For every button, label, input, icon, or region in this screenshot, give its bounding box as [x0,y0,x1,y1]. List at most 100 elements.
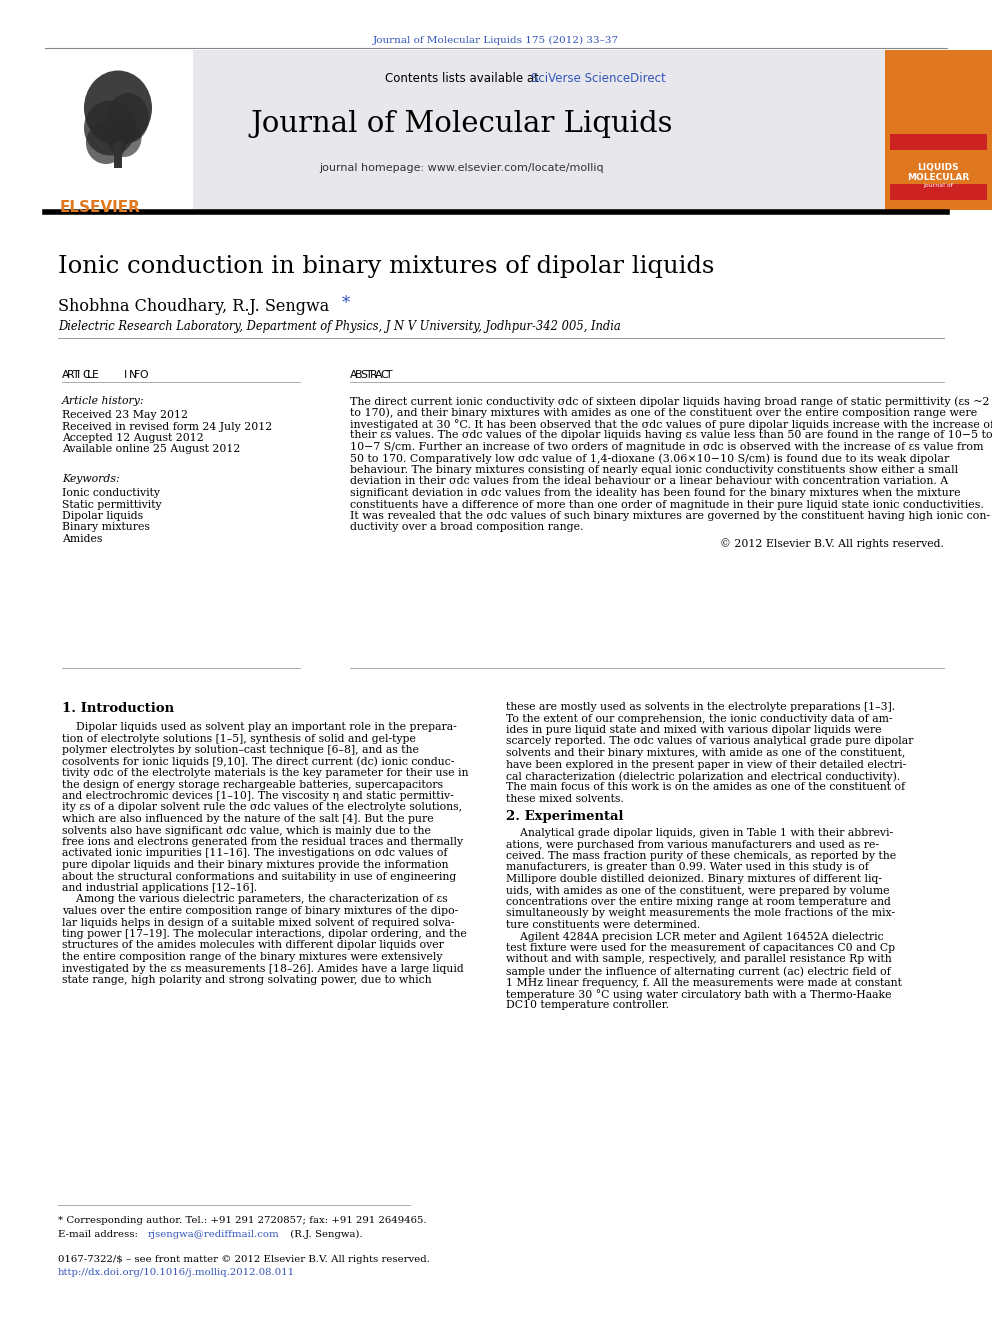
Text: C: C [380,370,388,380]
Text: N: N [129,370,137,380]
Text: Dipolar liquids used as solvent play an important role in the prepara-: Dipolar liquids used as solvent play an … [62,722,456,732]
Text: E-mail address:: E-mail address: [58,1230,141,1240]
Text: tivity σdc of the electrolyte materials is the key parameter for their use in: tivity σdc of the electrolyte materials … [62,767,468,778]
Text: Journal of: Journal of [924,183,953,188]
Text: concentrations over the entire mixing range at room temperature and: concentrations over the entire mixing ra… [506,897,891,908]
Text: constituents have a difference of more than one order of magnitude in their pure: constituents have a difference of more t… [350,500,984,509]
Text: The main focus of this work is on the amides as one of the constituent of: The main focus of this work is on the am… [506,782,905,792]
Text: MOLECULAR: MOLECULAR [907,173,969,183]
Text: scarcely reported. The σdc values of various analytical grade pure dipolar: scarcely reported. The σdc values of var… [506,737,914,746]
Text: investigated at 30 °C. It has been observed that the σdc values of pure dipolar : investigated at 30 °C. It has been obser… [350,419,992,430]
Text: C: C [82,370,89,380]
Text: ceived. The mass fraction purity of these chemicals, as reported by the: ceived. The mass fraction purity of thes… [506,851,896,861]
Text: Dielectric Research Laboratory, Department of Physics, J N V University, Jodhpur: Dielectric Research Laboratory, Departme… [58,320,621,333]
Text: behaviour. The binary mixtures consisting of nearly equal ionic conductivity con: behaviour. The binary mixtures consistin… [350,464,958,475]
Text: and electrochromic devices [1–10]. The viscosity η and static permittiv-: and electrochromic devices [1–10]. The v… [62,791,453,800]
Text: structures of the amides molecules with different dipolar liquids over: structures of the amides molecules with … [62,941,443,950]
Text: * Corresponding author. Tel.: +91 291 2720857; fax: +91 291 2649465.: * Corresponding author. Tel.: +91 291 27… [58,1216,427,1225]
Text: cosolvents for ionic liquids [9,10]. The direct current (dc) ionic conduc-: cosolvents for ionic liquids [9,10]. The… [62,757,454,767]
Text: investigated by the εs measurements [18–26]. Amides have a large liquid: investigated by the εs measurements [18–… [62,963,463,974]
Text: pure dipolar liquids and their binary mixtures provide the information: pure dipolar liquids and their binary mi… [62,860,448,871]
Text: L: L [87,370,93,380]
Text: O: O [139,370,148,380]
Text: B: B [355,370,362,380]
Text: SciVerse ScienceDirect: SciVerse ScienceDirect [531,71,666,85]
Text: R: R [67,370,74,380]
Text: Keywords:: Keywords: [62,474,120,484]
Text: LIQUIDS: LIQUIDS [918,163,959,172]
Text: Analytical grade dipolar liquids, given in Table 1 with their abbrevi-: Analytical grade dipolar liquids, given … [506,828,893,837]
Text: 0167-7322/$ – see front matter © 2012 Elsevier B.V. All rights reserved.: 0167-7322/$ – see front matter © 2012 El… [58,1256,430,1263]
Text: Accepted 12 August 2012: Accepted 12 August 2012 [62,433,203,443]
Text: cal characterization (dielectric polarization and electrical conductivity).: cal characterization (dielectric polariz… [506,771,901,782]
Text: R: R [370,370,378,380]
Text: values over the entire composition range of binary mixtures of the dipo-: values over the entire composition range… [62,906,458,916]
Text: ture constituents were determined.: ture constituents were determined. [506,919,700,930]
Text: Static permittivity: Static permittivity [62,500,162,509]
Text: rjsengwa@rediffmail.com: rjsengwa@rediffmail.com [148,1230,280,1240]
Text: Shobhna Choudhary, R.J. Sengwa: Shobhna Choudhary, R.J. Sengwa [58,298,329,315]
Text: I: I [124,370,127,380]
Bar [890,184,987,200]
Text: Ionic conduction in binary mixtures of dipolar liquids: Ionic conduction in binary mixtures of d… [58,255,714,278]
Text: Available online 25 August 2012: Available online 25 August 2012 [62,445,240,455]
Ellipse shape [106,119,142,157]
Text: uids, with amides as one of the constituent, were prepared by volume: uids, with amides as one of the constitu… [506,885,890,896]
Text: deviation in their σdc values from the ideal behaviour or a linear behaviour wit: deviation in their σdc values from the i… [350,476,948,487]
Text: Received 23 May 2012: Received 23 May 2012 [62,410,188,419]
Text: ting power [17–19]. The molecular interactions, dipolar ordering, and the: ting power [17–19]. The molecular intera… [62,929,467,939]
Text: journal homepage: www.elsevier.com/locate/molliq: journal homepage: www.elsevier.com/locat… [319,163,604,173]
Text: tion of electrolyte solutions [1–5], synthesis of solid and gel-type: tion of electrolyte solutions [1–5], syn… [62,733,416,744]
Text: 50 to 170. Comparatively low σdc value of 1,4-dioxane (3.06×10−10 S/cm) is found: 50 to 170. Comparatively low σdc value o… [350,454,949,464]
Text: ations, were purchased from various manufacturers and used as re-: ations, were purchased from various manu… [506,840,879,849]
Text: state range, high polarity and strong solvating power, due to which: state range, high polarity and strong so… [62,975,432,986]
Text: T: T [365,370,371,380]
Text: A: A [375,370,383,380]
Text: ductivity over a broad composition range.: ductivity over a broad composition range… [350,523,583,532]
Text: Journal of Molecular Liquids 175 (2012) 33–37: Journal of Molecular Liquids 175 (2012) … [373,36,619,45]
Text: © 2012 Elsevier B.V. All rights reserved.: © 2012 Elsevier B.V. All rights reserved… [720,538,944,549]
Text: http://dx.doi.org/10.1016/j.molliq.2012.08.011: http://dx.doi.org/10.1016/j.molliq.2012.… [58,1267,296,1277]
Text: to 170), and their binary mixtures with amides as one of the constituent over th: to 170), and their binary mixtures with … [350,407,977,418]
Bar [45,50,885,210]
Ellipse shape [84,70,152,146]
Text: E: E [92,370,99,380]
Text: It was revealed that the σdc values of such binary mixtures are governed by the : It was revealed that the σdc values of s… [350,511,990,521]
Text: significant deviation in σdc values from the ideality has been found for the bin: significant deviation in σdc values from… [350,488,960,497]
Text: lar liquids helps in design of a suitable mixed solvent of required solva-: lar liquids helps in design of a suitabl… [62,917,454,927]
Text: the entire composition range of the binary mixtures were extensively: the entire composition range of the bina… [62,953,442,962]
Text: Agilent 4284A precision LCR meter and Agilent 16452A dielectric: Agilent 4284A precision LCR meter and Ag… [506,931,884,942]
Text: test fixture were used for the measurement of capacitances C0 and Cp: test fixture were used for the measureme… [506,943,895,953]
Text: Among the various dielectric parameters, the characterization of εs: Among the various dielectric parameters,… [62,894,447,905]
Ellipse shape [84,101,136,156]
Text: ELSEVIER: ELSEVIER [60,200,141,216]
Text: solvents and their binary mixtures, with amide as one of the constituent,: solvents and their binary mixtures, with… [506,747,906,758]
Text: Ionic conductivity: Ionic conductivity [62,488,160,497]
Text: A: A [62,370,69,380]
Ellipse shape [107,93,149,143]
Text: T: T [385,370,392,380]
Text: Binary mixtures: Binary mixtures [62,523,150,532]
Text: these mixed solvents.: these mixed solvents. [506,794,624,804]
Bar [890,134,987,149]
Text: S: S [360,370,367,380]
Text: solvents also have significant σdc value, which is mainly due to the: solvents also have significant σdc value… [62,826,431,836]
Text: these are mostly used as solvents in the electrolyte preparations [1–3].: these are mostly used as solvents in the… [506,703,895,712]
Bar [114,142,122,168]
Text: DC10 temperature controller.: DC10 temperature controller. [506,1000,669,1011]
Text: sample under the influence of alternating current (ac) electric field of: sample under the influence of alternatin… [506,966,891,976]
Text: and industrial applications [12–16].: and industrial applications [12–16]. [62,882,257,893]
Text: Contents lists available at: Contents lists available at [385,71,543,85]
Text: ity εs of a dipolar solvent rule the σdc values of the electrolyte solutions,: ity εs of a dipolar solvent rule the σdc… [62,803,462,812]
Text: T: T [72,370,78,380]
Text: (R.J. Sengwa).: (R.J. Sengwa). [287,1230,363,1240]
Text: which are also influenced by the nature of the salt [4]. But the pure: which are also influenced by the nature … [62,814,434,824]
Text: 1. Introduction: 1. Introduction [62,703,175,714]
Text: Dipolar liquids: Dipolar liquids [62,511,143,521]
Text: I: I [77,370,80,380]
Text: To the extent of our comprehension, the ionic conductivity data of am-: To the extent of our comprehension, the … [506,713,893,724]
Text: polymer electrolytes by solution–cast technique [6–8], and as the: polymer electrolytes by solution–cast te… [62,745,419,755]
Text: Journal of Molecular Liquids: Journal of Molecular Liquids [251,110,674,138]
Text: temperature 30 °C using water circulatory bath with a Thermo-Haake: temperature 30 °C using water circulator… [506,990,892,1000]
Bar [45,50,193,210]
